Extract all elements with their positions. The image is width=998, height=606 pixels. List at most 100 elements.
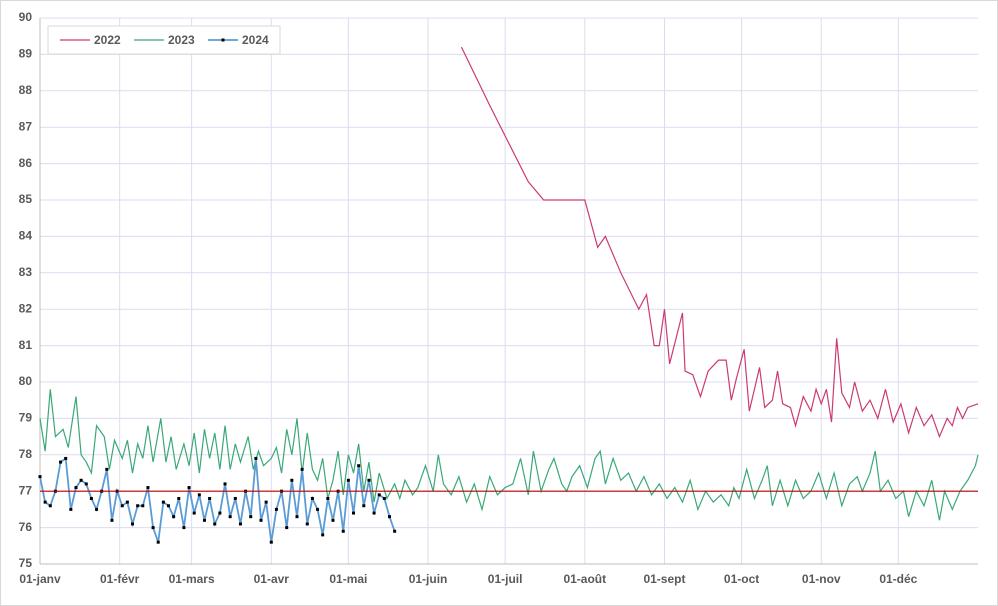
point-marker (341, 529, 345, 533)
y-tick-label: 79 (19, 411, 33, 425)
legend-marker (221, 38, 225, 42)
point-marker (223, 482, 227, 486)
point-marker (187, 486, 191, 490)
y-tick-label: 77 (19, 483, 33, 497)
point-marker (367, 478, 371, 482)
point-marker (274, 507, 278, 511)
point-marker (305, 522, 309, 526)
y-tick-label: 76 (19, 520, 33, 534)
x-tick-label: 01-sept (643, 572, 685, 586)
point-marker (208, 496, 212, 500)
y-tick-label: 80 (19, 374, 33, 388)
point-marker (372, 511, 376, 515)
x-tick-label: 01-août (563, 572, 606, 586)
point-marker (316, 507, 320, 511)
legend: 2022 2023 2024 (47, 25, 281, 55)
legend-label: 2024 (242, 33, 269, 47)
point-marker (64, 456, 68, 460)
point-marker (321, 533, 325, 537)
y-tick-label: 89 (19, 47, 33, 61)
point-marker (393, 529, 397, 533)
point-marker (377, 493, 381, 497)
point-marker (213, 522, 217, 526)
point-marker (89, 496, 93, 500)
point-marker (177, 496, 181, 500)
point-marker (326, 496, 330, 500)
point-marker (182, 526, 186, 530)
legend-label: 2022 (94, 33, 121, 47)
point-marker (125, 500, 129, 504)
point-marker (218, 511, 222, 515)
point-marker (95, 507, 99, 511)
series-line (39, 389, 979, 521)
legend-label: 2023 (168, 33, 195, 47)
point-marker (238, 522, 242, 526)
point-marker (146, 486, 150, 490)
y-tick-label: 85 (19, 192, 33, 206)
point-marker (285, 526, 289, 530)
point-marker (166, 504, 170, 508)
x-tick-label: 01-mai (329, 572, 367, 586)
point-marker (43, 500, 47, 504)
point-marker (228, 515, 232, 519)
y-tick-label: 81 (19, 338, 33, 352)
point-marker (264, 500, 268, 504)
x-tick-label: 01-nov (802, 572, 841, 586)
point-marker (110, 518, 114, 522)
x-tick-label: 01-juin (409, 572, 448, 586)
point-marker (79, 478, 83, 482)
point-marker (136, 504, 140, 508)
series-line (460, 46, 979, 439)
x-tick-label: 01-févr (100, 572, 140, 586)
point-marker (259, 518, 263, 522)
point-marker (59, 460, 63, 464)
point-marker (84, 482, 88, 486)
series-line (39, 456, 396, 543)
point-marker (362, 504, 366, 508)
y-tick-label: 82 (19, 301, 33, 315)
point-marker (156, 540, 160, 544)
point-marker (172, 515, 176, 519)
point-marker (233, 496, 237, 500)
point-marker (151, 526, 155, 530)
point-marker (202, 518, 206, 522)
y-tick-label: 83 (19, 265, 33, 279)
y-tick-label: 87 (19, 119, 33, 133)
x-tick-label: 01-déc (879, 572, 917, 586)
point-marker (120, 504, 124, 508)
point-marker (48, 504, 52, 508)
point-marker (249, 515, 253, 519)
point-marker (331, 518, 335, 522)
plot (38, 46, 979, 544)
point-marker (346, 478, 350, 482)
x-tick-label: 01-juil (488, 572, 523, 586)
point-marker (105, 467, 109, 471)
x-tick-label: 01-janv (19, 572, 61, 586)
point-marker (74, 486, 78, 490)
point-marker (38, 475, 42, 479)
point-marker (388, 515, 392, 519)
y-tick-label: 75 (19, 556, 33, 570)
point-marker (357, 464, 361, 468)
point-marker (131, 522, 135, 526)
point-marker (69, 507, 73, 511)
point-marker (141, 504, 145, 508)
x-tick-label: 01-oct (724, 572, 759, 586)
point-marker (197, 493, 201, 497)
point-marker (254, 456, 258, 460)
y-tick-label: 84 (19, 229, 33, 243)
y-tick-label: 90 (19, 10, 33, 24)
x-tick-label: 01-mars (169, 572, 215, 586)
point-marker (310, 496, 314, 500)
point-marker (161, 500, 165, 504)
point-marker (382, 496, 386, 500)
y-tick-label: 86 (19, 156, 33, 170)
x-tick-label: 01-avr (254, 572, 290, 586)
point-marker (352, 511, 356, 515)
point-marker (269, 540, 273, 544)
point-marker (192, 511, 196, 515)
y-tick-label: 88 (19, 83, 33, 97)
point-marker (290, 478, 294, 482)
y-tick-label: 78 (19, 447, 33, 461)
